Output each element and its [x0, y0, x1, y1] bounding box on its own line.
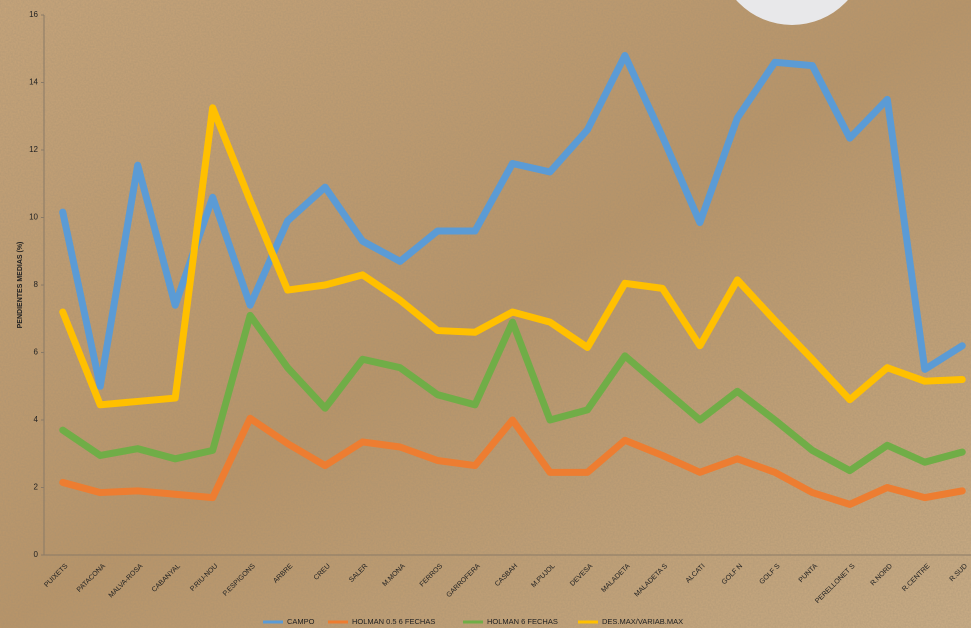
series-line [59, 311, 966, 475]
legend-label: HOLMAN 0.5 6 FECHAS [352, 617, 435, 626]
series-line [59, 52, 966, 390]
y-tick-label: 4 [34, 415, 39, 424]
legend-label: DES.MAX/VARIAB.MAX [602, 617, 683, 626]
legend-label: CAMPO [287, 617, 315, 626]
y-tick-label: 8 [34, 280, 39, 289]
y-tick-label: 2 [34, 483, 39, 492]
y-tick-label: 0 [34, 550, 39, 559]
series-line [59, 414, 966, 508]
y-tick-label: 6 [34, 348, 39, 357]
y-axis-label: PENDIENTES MEDIAS (%) [17, 242, 24, 329]
y-tick-label: 16 [29, 10, 38, 19]
decoration [736, 0, 848, 25]
y-tick-label: 10 [29, 213, 38, 222]
series-line [59, 104, 966, 409]
y-tick-label: 14 [29, 78, 38, 87]
legend-label: HOLMAN 6 FECHAS [487, 617, 558, 626]
y-tick-label: 12 [29, 145, 38, 154]
